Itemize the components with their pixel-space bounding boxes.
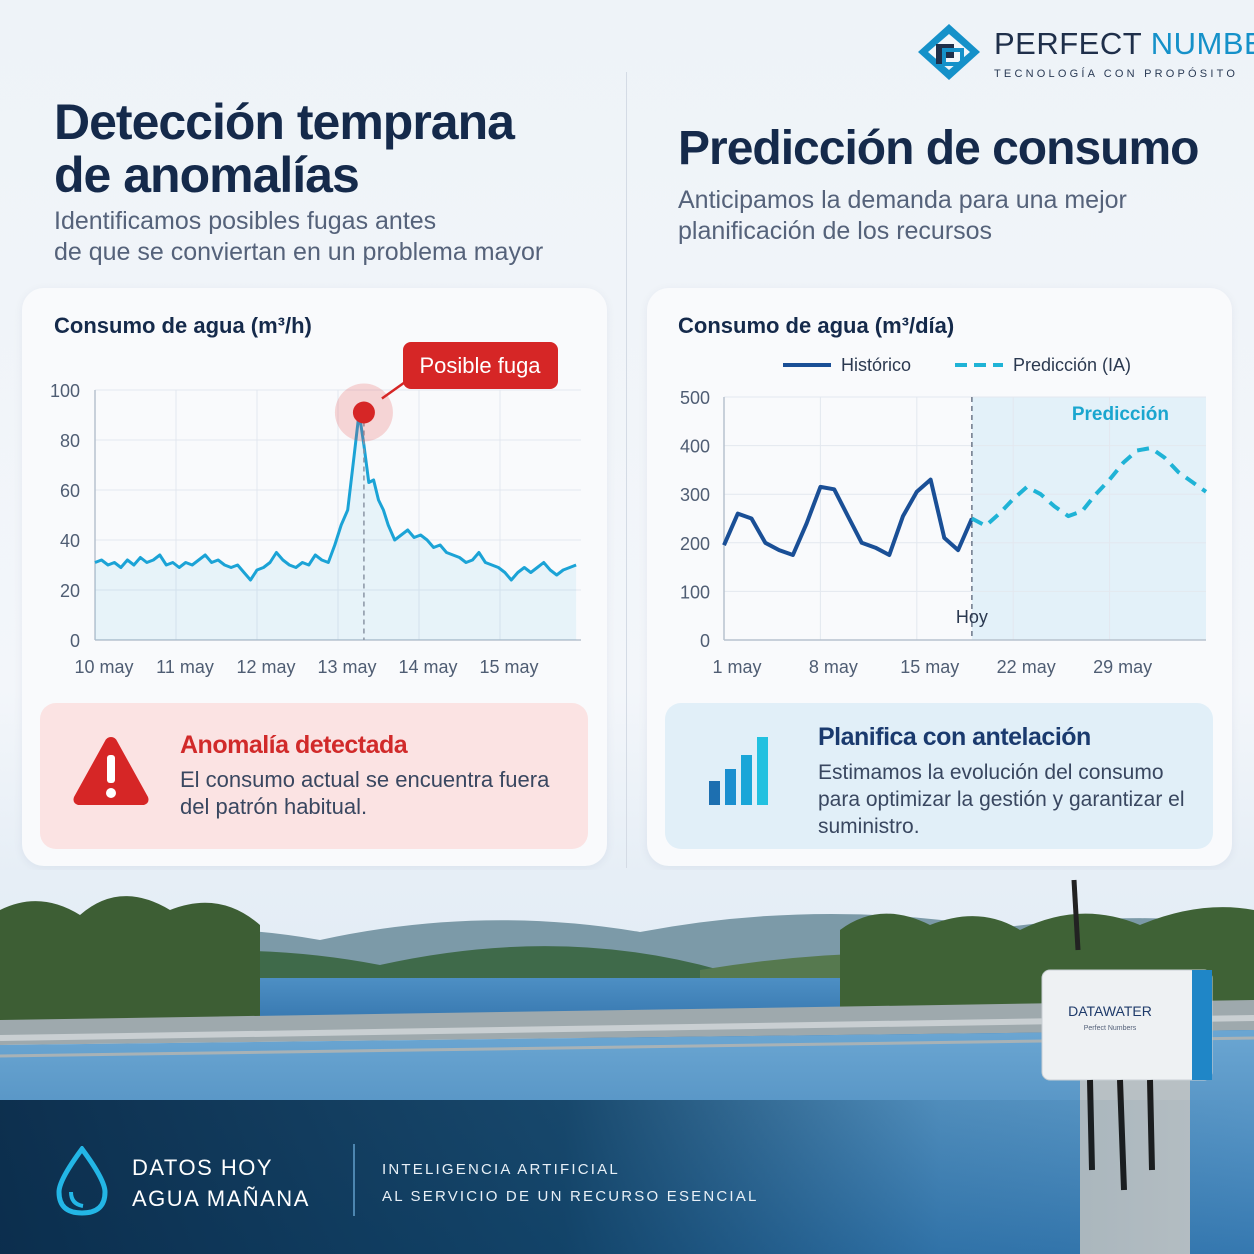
chart1-annotation-box [403,342,558,389]
brand-tagline: TECNOLOGÍA CON PROPÓSITO [994,68,1239,80]
chart1-ytick-label: 40 [60,531,80,551]
water-drop-icon [56,1146,108,1216]
left-subtitle-line2: de que se conviertan en un problema mayo… [54,238,544,266]
chart2-legend-label: Histórico [841,355,911,375]
brand-name: PERFECT NUMBERS [994,26,1254,62]
left-title-line2: de anomalías [54,146,360,203]
chart1-title: Consumo de agua (m³/h) [54,313,312,338]
chart1-area [95,412,577,640]
left-title-line1: Detección temprana [54,94,515,150]
column-divider [626,72,627,868]
chart1-ytick-label: 60 [60,481,80,501]
anomaly-alert: Anomalía detectada El consumo actual se … [40,703,588,849]
chart2-ytick-label: 0 [700,631,710,651]
chart2-series-line-historico [722,477,974,557]
chart1-xtick-label: 14 may [398,657,457,677]
chart1-ytick-label: 80 [60,431,80,451]
chart2-ytick-label: 500 [680,388,710,408]
chart2-plot: 0 100 200 300 400 500 1 may 8 may 15 may 22 may 29… [680,355,1208,677]
footer-tagline: INTELIGENCIA ARTIFICIAL AL SERVICIO DE U… [382,1156,759,1210]
right-title: Predicción de consumo [678,122,1199,175]
footer-tagline-line2: AL SERVICIO DE UN RECURSO ESENCIAL [382,1188,759,1205]
chart1-annotation-label: Posible fuga [419,353,541,378]
left-subtitle: Identificamos posibles fugas antes de qu… [54,206,543,268]
planning-text: Estimamos la evolución del consumo para … [818,761,1185,838]
chart2-series-line-prediccion [970,446,1208,528]
chart2-ytick-label: 400 [680,437,710,457]
brand-name-part2: NUMBERS [1150,26,1254,61]
chart2-xtick-label: 1 may [712,657,761,677]
device-label: DATAWATER [1068,1003,1152,1019]
footer-slogan: DATOS HOY AGUA MAÑANA [132,1152,310,1214]
right-subtitle-line1: Anticipamos la demanda para una mejor [678,186,1127,214]
chart2-prediction-region [971,397,1206,640]
right-subtitle-line2: planificación de los recursos [678,217,993,245]
footer-banner: DATOS HOY AGUA MAÑANA INTELIGENCIA ARTIF… [0,1100,1254,1254]
chart1-ytick-label: 100 [50,381,80,401]
footer-tagline-line1: INTELIGENCIA ARTIFICIAL [382,1161,620,1178]
planning-title: Planifica con antelación [818,723,1091,751]
chart2-xtick-label: 15 may [900,657,959,677]
brand-logo: PERFECT NUMBERS TECNOLOGÍA CON PROPÓSITO [914,22,1254,88]
chart1-xtick-label: 15 may [479,657,538,677]
logo-icon [918,24,980,80]
chart2-ytick-label: 300 [680,485,710,505]
anomaly-alert-text: El consumo actual se encuentra fuera del… [180,767,550,819]
chart2-today-label: Hoy [956,607,988,627]
chart1-ytick-label: 20 [60,581,80,601]
anomaly-alert-title: Anomalía detectada [180,731,408,759]
device-sublabel: Perfect Numbers [1084,1025,1137,1032]
chart2-xtick-label: 29 may [1093,657,1152,677]
footer-slogan-line2: AGUA MAÑANA [132,1186,310,1211]
chart2-xtick-label: 8 may [809,657,858,677]
left-subtitle-line1: Identificamos posibles fugas antes [54,207,437,235]
brand-name-part1: PERFECT [994,26,1142,61]
chart1-xtick-label: 13 may [317,657,376,677]
chart1-xtick-label: 12 may [236,657,295,677]
chart2-legend-label: Predicción (IA) [1013,355,1131,375]
footer-slogan-line1: DATOS HOY [132,1155,274,1180]
chart1-ytick-label: 0 [70,631,80,651]
chart1-anomaly-point [352,401,375,424]
bar-chart-icon [709,737,768,805]
warning-triangle-icon [73,737,149,805]
left-title: Detección temprana de anomalías [54,94,515,203]
chart2-xtick-label: 22 may [997,657,1056,677]
chart2-ytick-label: 200 [680,534,710,554]
chart1-series-line [94,411,577,582]
footer-divider [353,1144,355,1216]
chart2-ytick-label: 100 [680,582,710,602]
chart1-xtick-label: 11 may [156,657,214,677]
chart2-title: Consumo de agua (m³/día) [678,313,955,338]
right-subtitle: Anticipamos la demanda para una mejor pl… [678,185,1127,247]
chart2-region-label: Predicción [1072,404,1169,425]
chart1-xtick-label: 10 may [74,657,133,677]
planning-box: Planifica con antelación Estimamos la ev… [665,703,1213,849]
chart1-plot: 0 20 40 60 80 100 10 may 11 may 12 may 13 may 14 m… [50,342,581,677]
